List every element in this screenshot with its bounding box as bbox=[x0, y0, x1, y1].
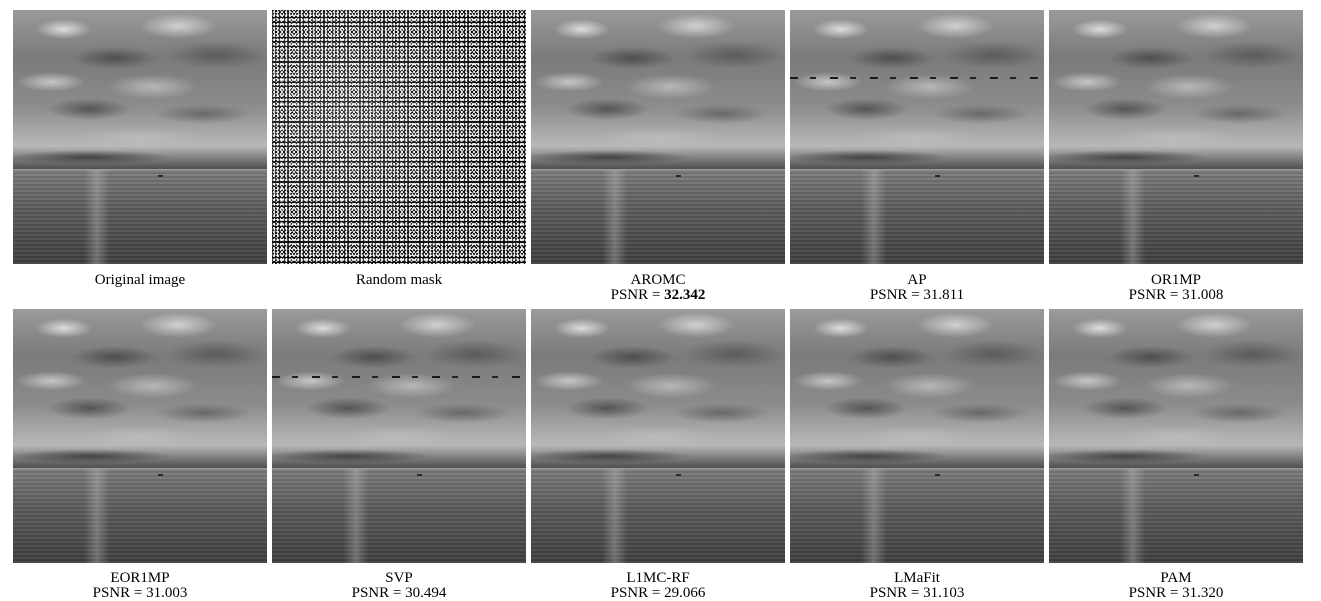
caption-title: AROMC bbox=[630, 272, 686, 288]
psnr-label: PSNR = bbox=[1128, 585, 1183, 601]
psnr-value: 31.320 bbox=[1182, 585, 1224, 601]
caption-title: Original image bbox=[94, 272, 186, 288]
psnr-label: PSNR = bbox=[869, 585, 924, 601]
caption-psnr: PSNR = 31.003 bbox=[13, 585, 267, 601]
psnr-label: PSNR = bbox=[610, 287, 665, 303]
caption-psnr: PSNR = 31.103 bbox=[790, 585, 1044, 601]
psnr-value: 31.008 bbox=[1182, 287, 1224, 303]
or1mp-image bbox=[1049, 10, 1303, 264]
psnr-value: 29.066 bbox=[664, 585, 706, 601]
caption-psnr: PSNR = 30.494 bbox=[272, 585, 526, 601]
psnr-label: PSNR = bbox=[92, 585, 147, 601]
psnr-label: PSNR = bbox=[1128, 287, 1183, 303]
ap-image bbox=[790, 10, 1044, 264]
psnr-label: PSNR = bbox=[869, 287, 924, 303]
pam-image bbox=[1049, 309, 1303, 563]
psnr-value: 31.003 bbox=[146, 585, 188, 601]
svp-image bbox=[272, 309, 526, 563]
aromc-image bbox=[531, 10, 785, 264]
caption-psnr: PSNR = 31.811 bbox=[790, 287, 1044, 303]
eor1mp-image bbox=[13, 309, 267, 563]
psnr-value: 31.811 bbox=[923, 287, 965, 303]
psnr-label: PSNR = bbox=[610, 585, 665, 601]
caption-psnr: PSNR = 31.008 bbox=[1049, 287, 1303, 303]
psnr-value: 30.494 bbox=[405, 585, 447, 601]
psnr-value: 32.342 bbox=[664, 287, 706, 303]
caption-title: SVP bbox=[385, 570, 413, 586]
caption-title: OR1MP bbox=[1150, 272, 1202, 288]
caption-psnr: PSNR = 31.320 bbox=[1049, 585, 1303, 601]
psnr-label: PSNR = bbox=[351, 585, 406, 601]
caption-title: PAM bbox=[1160, 570, 1192, 586]
caption-title: AP bbox=[907, 272, 927, 288]
lmafit-image bbox=[790, 309, 1044, 563]
l1mc-rf-image bbox=[531, 309, 785, 563]
caption-title: LMaFit bbox=[894, 570, 940, 586]
caption-title: Random mask bbox=[355, 272, 443, 288]
random-mask-image bbox=[272, 10, 526, 264]
original-image bbox=[13, 10, 267, 264]
caption-title: L1MC-RF bbox=[626, 570, 690, 586]
caption-title: EOR1MP bbox=[110, 570, 170, 586]
caption-psnr: PSNR = 29.066 bbox=[531, 585, 785, 601]
caption-psnr: PSNR = 32.342 bbox=[531, 287, 785, 303]
psnr-value: 31.103 bbox=[923, 585, 965, 601]
